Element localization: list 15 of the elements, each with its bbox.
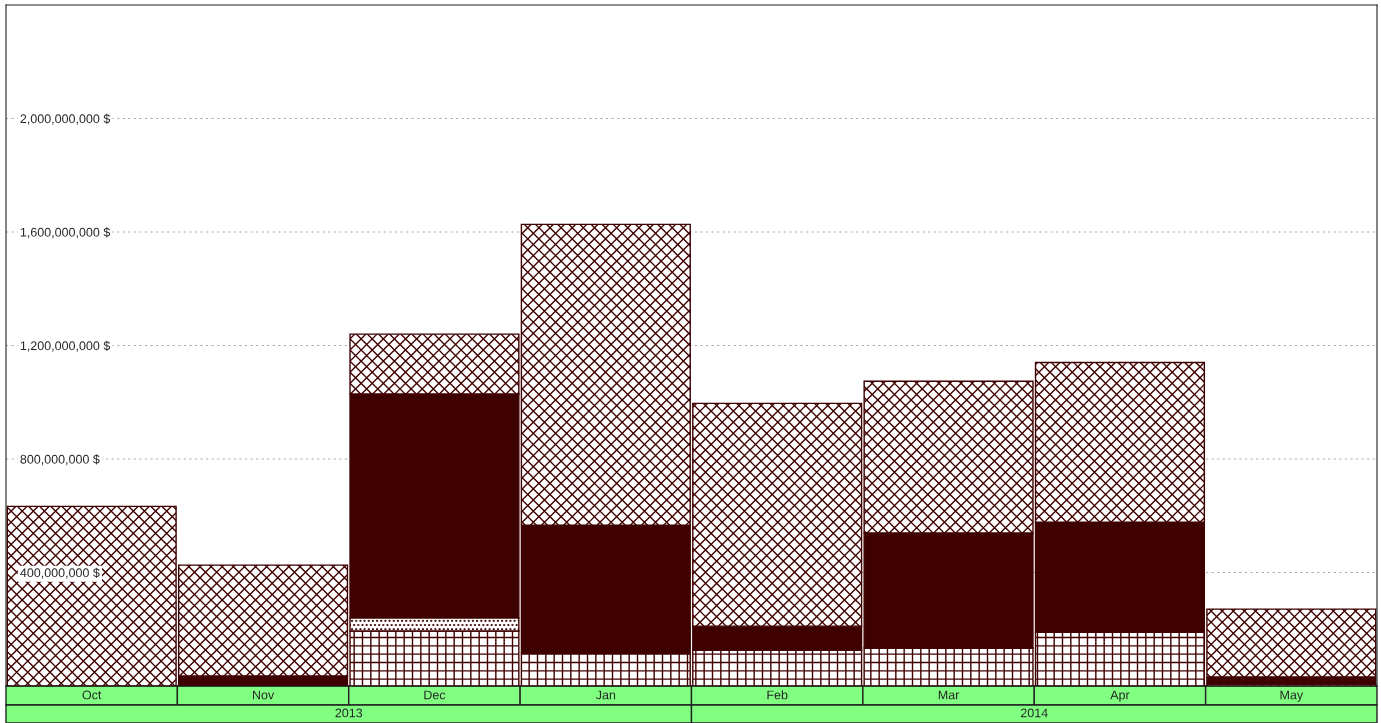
text: 2013 xyxy=(335,708,363,718)
x-tick-label: May xyxy=(1280,690,1304,702)
x-tick-label: Nov xyxy=(252,690,275,700)
x-tick-label: Dec xyxy=(424,690,446,700)
x-tick-label: Jan xyxy=(595,690,616,700)
y-tick-label: 2,000,000,000 $ xyxy=(20,113,111,125)
text: 2014 xyxy=(1020,708,1048,718)
y-tick-label: 1,200,000,000 $ xyxy=(20,340,111,352)
x-tick-label: Feb xyxy=(767,690,788,700)
y-tick-label: 1,600,000,000 $ xyxy=(20,227,111,239)
y-tick-label: 800,000,000 $ xyxy=(20,454,100,466)
x-tick-label: Mar xyxy=(938,690,960,700)
x-tick-label: Apr xyxy=(1110,690,1130,702)
y-tick-label: 400,000,000 $ xyxy=(20,567,100,579)
x-tick-label: Oct xyxy=(82,690,102,700)
